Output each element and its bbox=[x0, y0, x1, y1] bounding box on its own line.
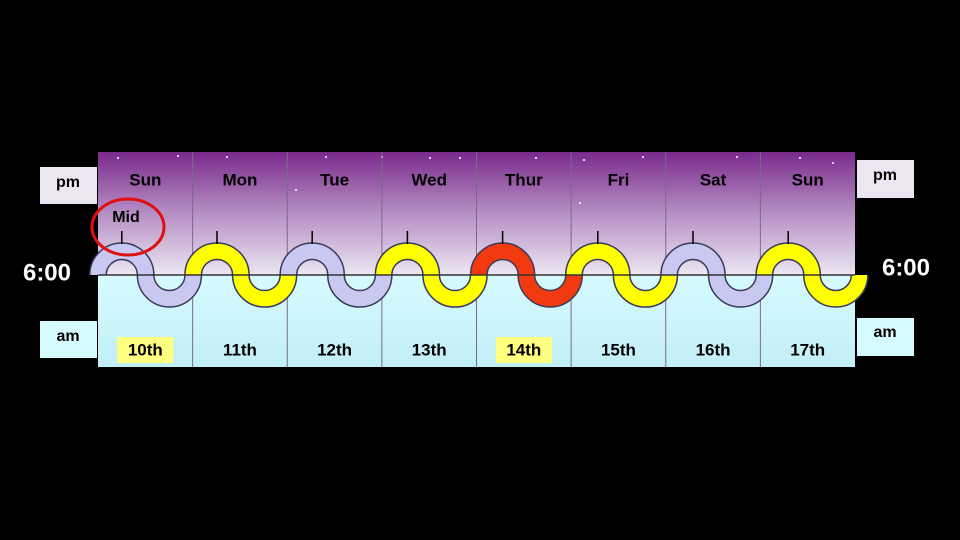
date-highlight bbox=[495, 337, 552, 363]
side-box bbox=[40, 321, 97, 358]
date-label: 10th bbox=[128, 340, 163, 359]
date-label: 12th bbox=[317, 340, 352, 359]
mid-circle bbox=[90, 197, 166, 257]
day-label: Thur bbox=[505, 170, 543, 189]
date-label: 13th bbox=[412, 340, 447, 359]
side-box bbox=[857, 160, 914, 198]
side-label: pm bbox=[56, 174, 80, 191]
time-label: 6:00 bbox=[882, 254, 930, 281]
date-label: 11th bbox=[223, 340, 257, 359]
time-label: 6:00 bbox=[23, 259, 71, 286]
side-label: am bbox=[873, 324, 896, 341]
date-label: 15th bbox=[601, 340, 636, 359]
side-box bbox=[857, 318, 914, 356]
day-label: Mon bbox=[222, 170, 257, 189]
day-label: Wed bbox=[411, 170, 447, 189]
side-label: pm bbox=[873, 167, 897, 184]
side-label: am bbox=[56, 328, 79, 345]
side-box bbox=[40, 167, 97, 204]
date-label: 16th bbox=[696, 340, 731, 359]
day-label: Fri bbox=[608, 170, 630, 189]
day-label: Sat bbox=[700, 170, 727, 189]
mid-label: Mid bbox=[112, 209, 140, 226]
date-label: 17th bbox=[790, 340, 825, 359]
day-label: Sun bbox=[129, 170, 161, 189]
day-label: Tue bbox=[320, 170, 349, 189]
day-label: Sun bbox=[792, 170, 824, 189]
date-label: 14th bbox=[506, 340, 541, 359]
date-highlight bbox=[117, 337, 174, 363]
